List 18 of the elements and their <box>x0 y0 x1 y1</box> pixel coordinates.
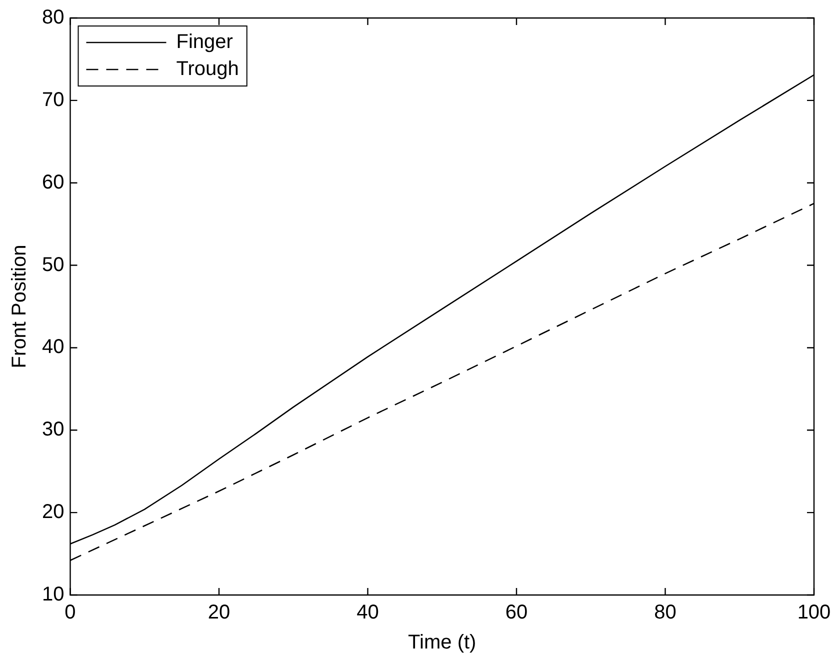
y-tick-label: 40 <box>42 336 64 358</box>
y-tick-label: 70 <box>42 88 64 111</box>
y-tick-label: 30 <box>42 418 64 441</box>
x-tick-label: 40 <box>356 602 379 624</box>
y-axis-title: Front Position <box>8 244 31 368</box>
legend-label: Trough <box>176 58 239 80</box>
legend-label: Finger <box>176 31 234 54</box>
x-tick-label: 60 <box>505 602 528 624</box>
x-tick-label: 80 <box>654 602 676 624</box>
x-tick-label: 20 <box>208 602 230 624</box>
y-tick-label: 50 <box>42 254 64 276</box>
x-tick-label: 0 <box>64 602 76 624</box>
x-tick-label: 100 <box>797 602 831 624</box>
y-tick-label: 60 <box>42 171 64 194</box>
x-axis-title: Time (t) <box>408 632 476 654</box>
y-tick-label: 80 <box>42 6 64 29</box>
y-tick-label: 10 <box>42 584 64 606</box>
y-tick-label: 20 <box>42 501 64 524</box>
